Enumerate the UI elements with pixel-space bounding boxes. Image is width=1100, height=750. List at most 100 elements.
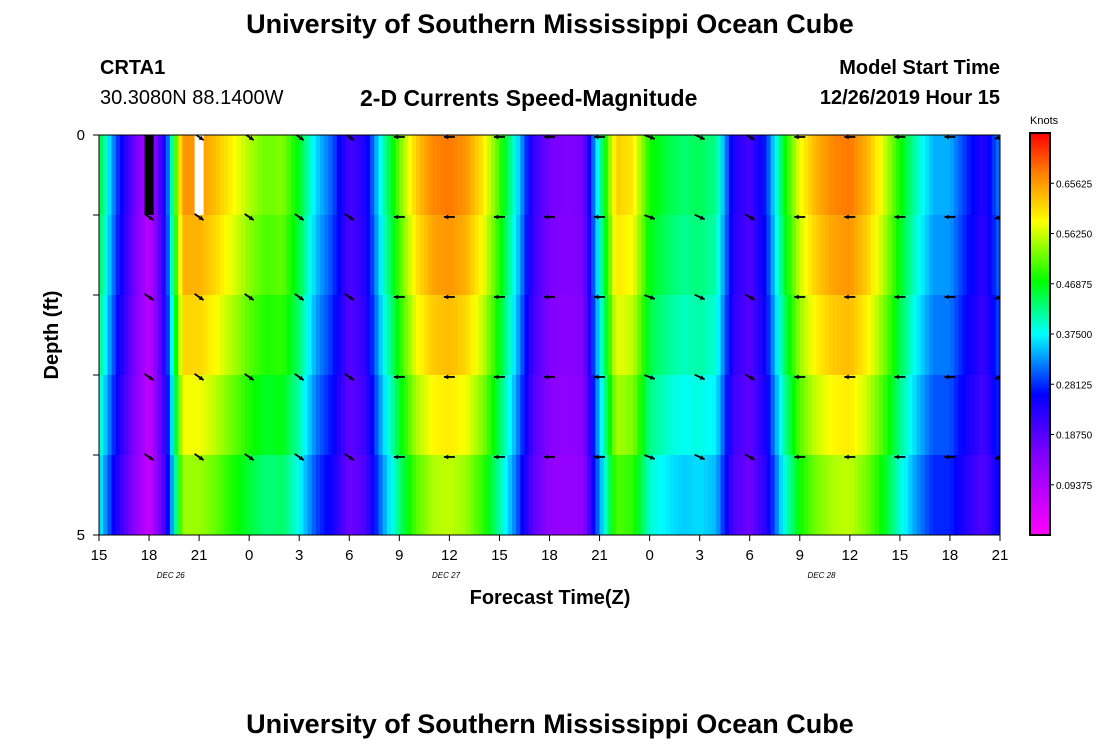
- heatmap-cell: [974, 215, 980, 296]
- heatmap-cell: [758, 215, 763, 296]
- heatmap-cell: [803, 455, 809, 535]
- heatmap-cell: [849, 295, 855, 376]
- colorbar-tick-label: 0.65625: [1056, 179, 1093, 190]
- heatmap-cell: [478, 375, 484, 456]
- heatmap-cell: [724, 135, 730, 216]
- heatmap-cell: [524, 455, 530, 535]
- heatmap-cell: [745, 135, 751, 216]
- heatmap-cell: [270, 295, 275, 376]
- plot-title: 2-D Currents Speed-Magnitude: [360, 85, 698, 111]
- heatmap-cell: [883, 215, 888, 296]
- heatmap-cell: [320, 215, 325, 296]
- heatmap-cell: [557, 215, 563, 296]
- current-arrow-head: [248, 215, 254, 221]
- heatmap-cell: [441, 135, 446, 216]
- heatmap-cell: [503, 295, 509, 376]
- heatmap-cell: [620, 135, 626, 216]
- heatmap-cell: [474, 135, 480, 216]
- heatmap-cell: [236, 455, 242, 535]
- heatmap-cell: [612, 295, 617, 376]
- heatmap-cell: [774, 375, 780, 456]
- heatmap-cell: [349, 215, 355, 296]
- model-start-value: 12/26/2019 Hour 15: [819, 87, 1000, 109]
- heatmap-cell: [357, 455, 363, 535]
- heatmap-cell: [595, 295, 601, 376]
- heatmap-cell: [336, 135, 342, 216]
- heatmap-cell: [603, 215, 609, 296]
- heatmap-cell: [816, 295, 822, 376]
- current-arrow-head: [944, 454, 949, 460]
- heatmap-cell: [766, 455, 772, 535]
- heatmap-cell: [620, 455, 626, 535]
- heatmap-cell: [562, 295, 567, 376]
- heatmap-cell: [144, 215, 150, 296]
- heatmap-cell: [945, 135, 951, 216]
- heatmap-cell: [207, 455, 213, 535]
- heatmap-cell: [432, 295, 438, 376]
- heatmap-cell: [695, 455, 701, 535]
- heatmap-cell: [587, 455, 592, 535]
- heatmap-cell: [733, 295, 738, 376]
- heatmap-cell: [687, 375, 692, 456]
- current-arrow-head: [198, 455, 204, 461]
- heatmap-cell: [791, 375, 797, 456]
- heatmap-cell: [403, 375, 409, 456]
- heatmap-cells: [99, 135, 1000, 535]
- heatmap-cell: [299, 455, 304, 535]
- heatmap-cell: [115, 295, 121, 376]
- heatmap-cell: [224, 375, 229, 456]
- heatmap-cell: [315, 135, 321, 216]
- heatmap-cell: [666, 295, 672, 376]
- heatmap-cell: [887, 455, 893, 535]
- heatmap-cell: [562, 215, 567, 296]
- current-arrow-head: [393, 374, 399, 380]
- heatmap-cell: [340, 135, 346, 216]
- heatmap-cell: [161, 135, 167, 216]
- heatmap-cell: [582, 215, 588, 296]
- heatmap-cell: [265, 295, 271, 376]
- current-arrow-head: [699, 455, 705, 460]
- heatmap-cell: [933, 375, 939, 456]
- heatmap-cell: [236, 295, 242, 376]
- heatmap-cell: [904, 135, 909, 216]
- current-arrow-head: [544, 214, 549, 220]
- heatmap-cell: [929, 215, 934, 296]
- heatmap-cell: [599, 455, 605, 535]
- heatmap-cell: [616, 135, 622, 216]
- heatmap-cell: [390, 375, 396, 456]
- heatmap-cell: [424, 215, 430, 296]
- heatmap-cell: [720, 295, 726, 376]
- heatmap-cell: [153, 135, 158, 216]
- heatmap-cell: [224, 215, 229, 296]
- heatmap-cell: [778, 135, 784, 216]
- heatmap-cell: [574, 455, 580, 535]
- current-arrow-head: [894, 214, 899, 220]
- heatmap-cell: [478, 295, 484, 376]
- heatmap-cell: [795, 135, 801, 216]
- heatmap-cell: [499, 215, 505, 296]
- heatmap-cell: [174, 375, 179, 456]
- heatmap-cell: [228, 135, 234, 216]
- heatmap-cell: [436, 135, 442, 216]
- heatmap-cell: [949, 135, 955, 216]
- x-tick-label: 21: [191, 547, 208, 564]
- heatmap-cell: [240, 215, 246, 296]
- heatmap-cell: [411, 135, 417, 216]
- heatmap-cell: [353, 375, 359, 456]
- heatmap-cell: [632, 135, 638, 216]
- heatmap-cell: [207, 375, 213, 456]
- heatmap-cell: [124, 295, 129, 376]
- heatmap-cell: [474, 215, 480, 296]
- heatmap-cell: [136, 295, 142, 376]
- heatmap-cell: [662, 135, 667, 216]
- heatmap-cell: [945, 375, 951, 456]
- heatmap-cell: [958, 295, 964, 376]
- current-arrow-head: [594, 294, 599, 300]
- heatmap-cell: [520, 135, 526, 216]
- current-arrow-head: [699, 135, 705, 140]
- heatmap-cell: [666, 455, 672, 535]
- heatmap-cell: [470, 135, 476, 216]
- heatmap-cell: [699, 295, 705, 376]
- heatmap-cell: [870, 135, 876, 216]
- heatmap-cell: [728, 375, 734, 456]
